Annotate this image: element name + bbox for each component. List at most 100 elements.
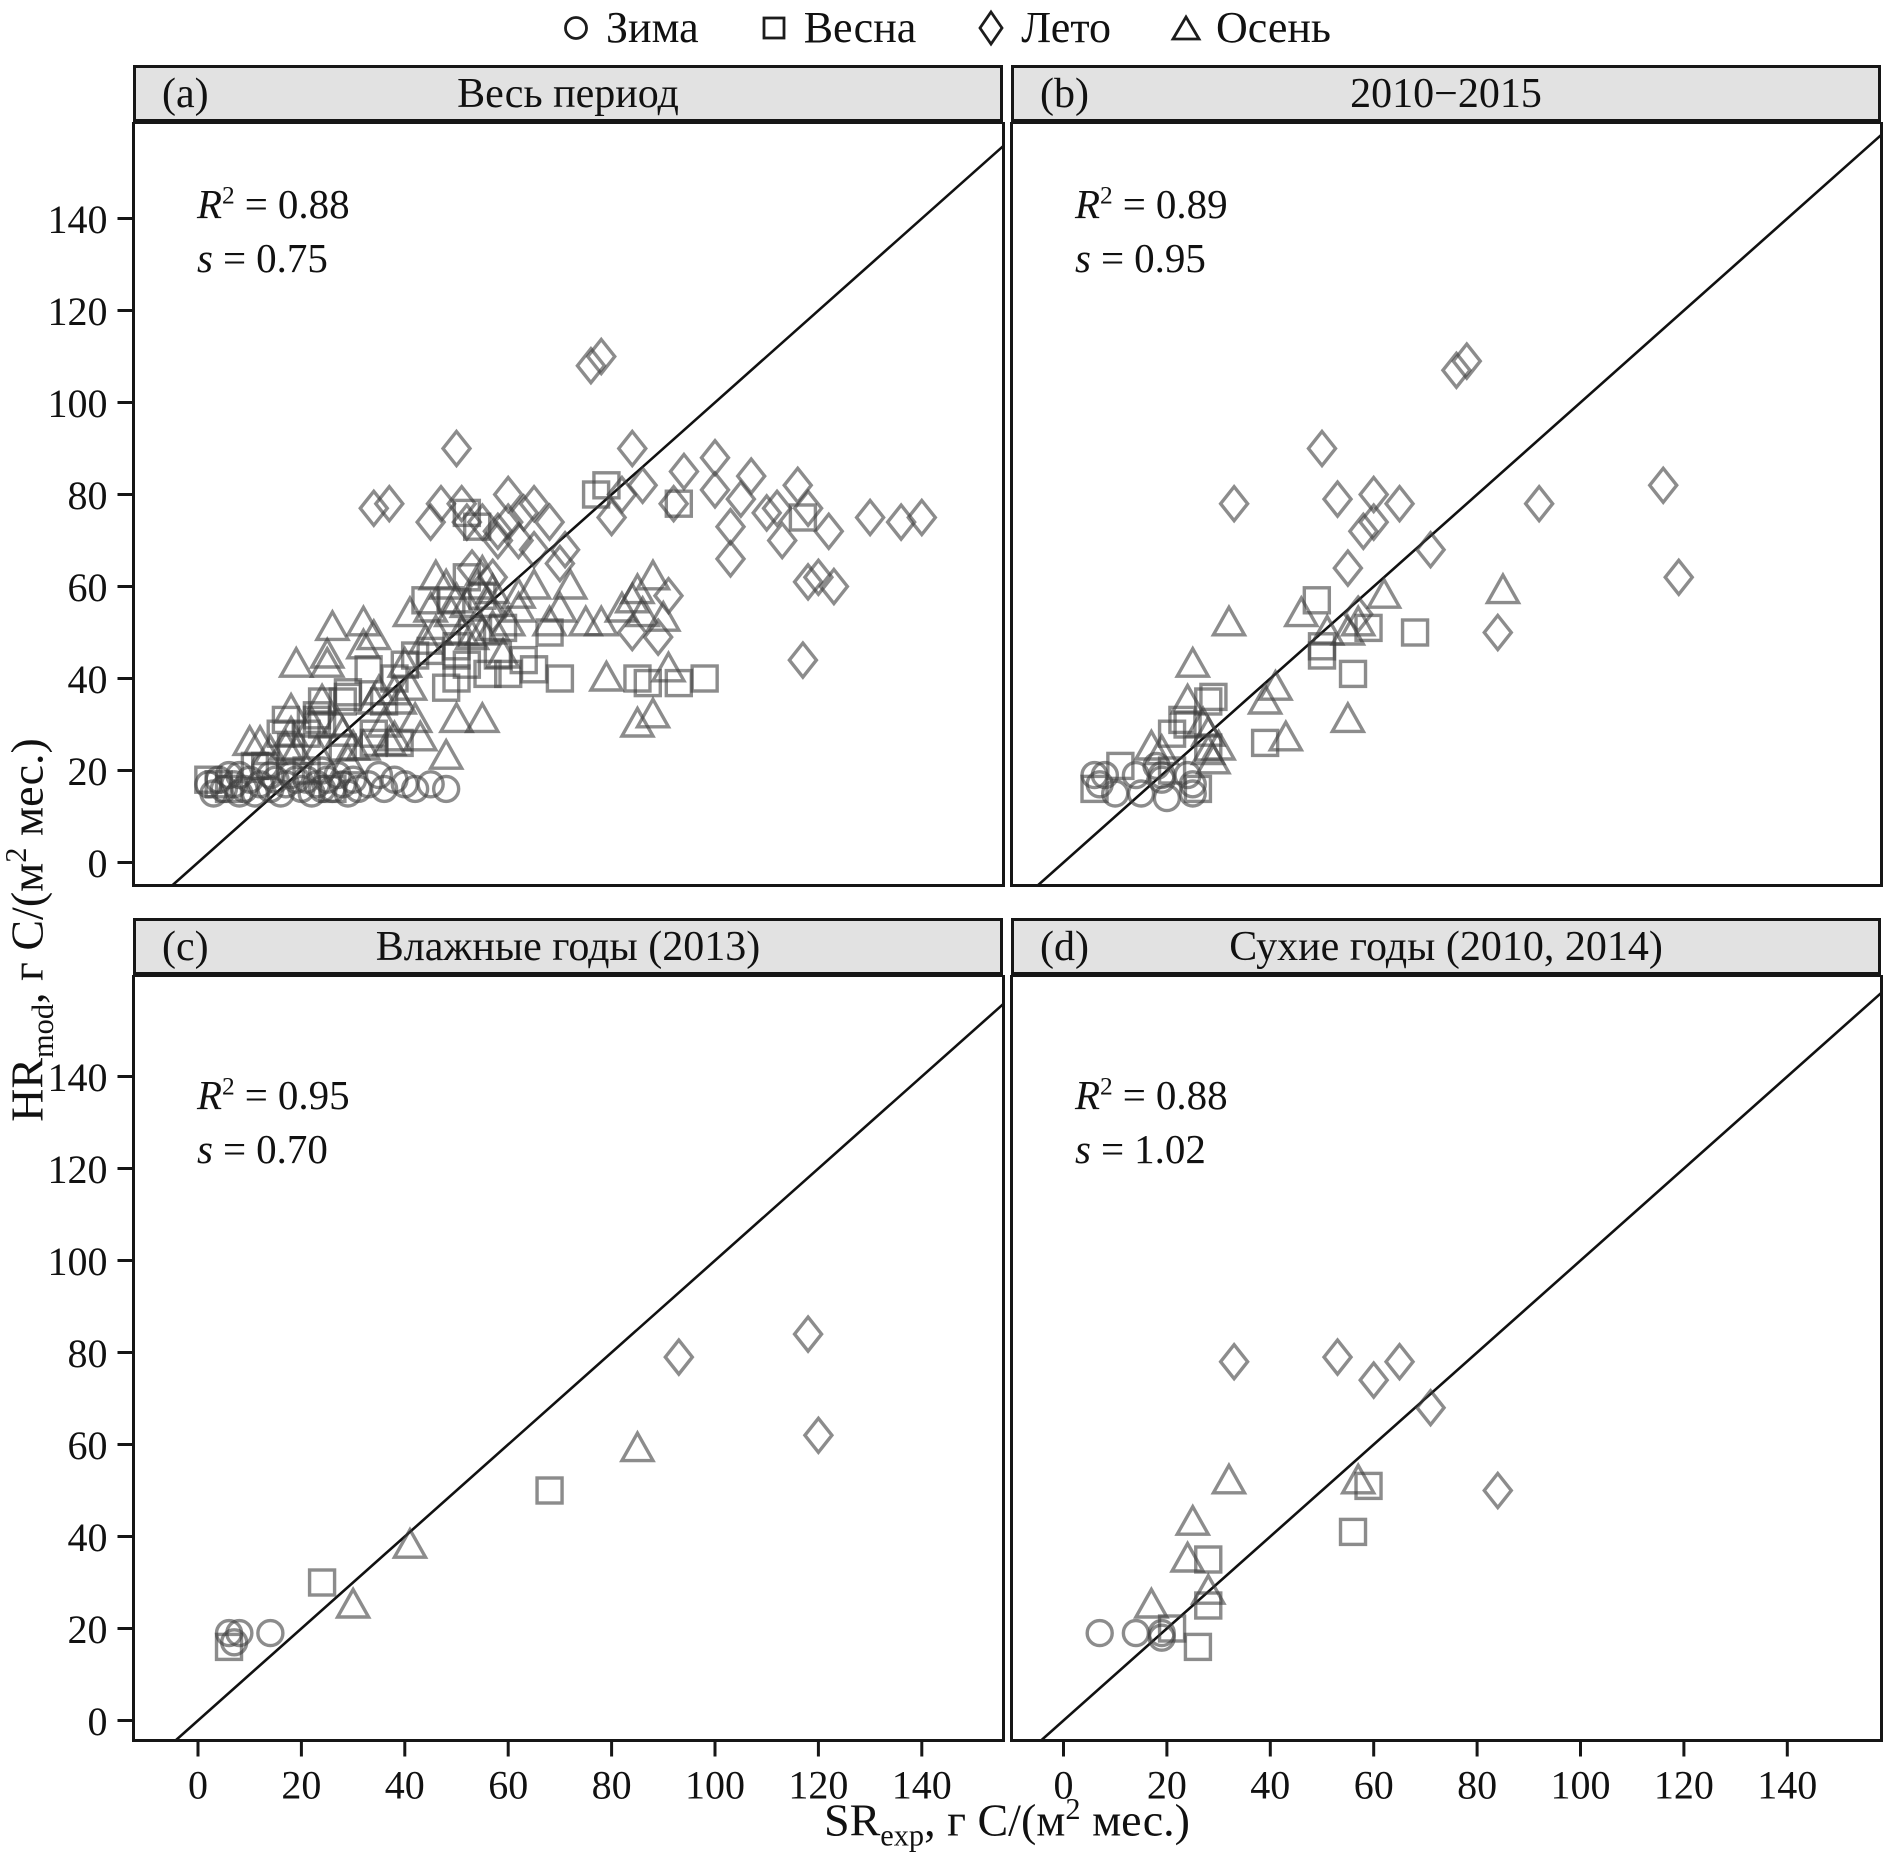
s-stat: s = 0.95 (1075, 235, 1206, 282)
point-summer (549, 529, 581, 570)
point-spring (545, 664, 575, 693)
x-tick-label: 0 (188, 1763, 208, 1808)
legend-item-summer: Лето (974, 2, 1111, 53)
point-spring (1338, 659, 1368, 689)
y-tick-label: 80 (68, 473, 108, 518)
point-summer (358, 488, 390, 529)
s-stat: s = 0.70 (197, 1126, 328, 1173)
point-autumn (634, 557, 672, 591)
point-summer (1383, 1341, 1416, 1382)
point-spring (1157, 1614, 1187, 1643)
point-autumn (443, 613, 481, 646)
y-tick-label: 100 (48, 1239, 108, 1284)
point-summer (616, 428, 648, 469)
x-tick-label: 120 (788, 1763, 848, 1808)
point-spring (1183, 1632, 1213, 1662)
s-stat: s = 0.75 (197, 235, 328, 282)
point-summer (802, 1415, 835, 1456)
point-spring (535, 1476, 564, 1505)
point-summer (782, 465, 814, 506)
point-summer (792, 1314, 824, 1354)
point-autumn (541, 590, 579, 623)
point-autumn (345, 728, 382, 761)
r2-stat: R2 = 0.88 (1075, 1072, 1228, 1118)
point-summer (1383, 483, 1416, 524)
panel-d: (d) Сухие годы (2010, 2014) R2 = 0.88 s = 1.… (1003, 918, 1887, 1820)
point-summer (492, 474, 524, 515)
point-autumn (603, 590, 641, 623)
point-autumn (650, 649, 687, 683)
panel-c-header: (c) Влажные годы (2013) (133, 918, 1003, 975)
panel-title: 2010−2015 (1350, 70, 1542, 117)
point-autumn (386, 645, 424, 678)
point-summer (1440, 350, 1473, 391)
point-summer (802, 557, 835, 598)
y-tick-label: 40 (68, 1515, 108, 1560)
x-tick-label: 140 (892, 1763, 952, 1808)
point-spring (307, 1568, 337, 1597)
point-winter (364, 760, 394, 790)
point-summer (1414, 1387, 1447, 1428)
point-autumn (1189, 1572, 1227, 1605)
point-autumn (298, 732, 336, 766)
point-spring (581, 480, 611, 509)
diamond-marker-icon (978, 9, 1004, 46)
point-autumn (1174, 645, 1212, 678)
point-autumn (391, 1526, 429, 1559)
one-to-one-line (170, 144, 1004, 886)
point-spring (1183, 774, 1213, 804)
point-summer (477, 557, 509, 598)
point-autumn (1339, 1461, 1377, 1495)
point-summer (1358, 502, 1390, 542)
point-summer (761, 488, 793, 529)
legend-label-autumn: Осень (1215, 3, 1331, 52)
point-autumn (619, 705, 656, 738)
one-to-one-line (173, 1002, 1004, 1741)
point-autumn (412, 590, 450, 623)
y-tick-label: 140 (48, 197, 108, 242)
point-winter (1178, 779, 1207, 808)
x-tick-label: 0 (1054, 1763, 1074, 1808)
panel-b-header: (b) 2010−2015 (1011, 65, 1881, 122)
point-summer (575, 345, 607, 386)
point-summer (445, 483, 478, 524)
point-summer (1663, 557, 1695, 598)
point-autumn (484, 636, 522, 669)
point-summer (451, 502, 483, 542)
r2-stat: R2 = 0.89 (1075, 181, 1228, 227)
point-autumn (474, 571, 512, 605)
y-tick-label: 60 (68, 1423, 108, 1468)
point-spring (1157, 756, 1187, 785)
point-summer (1347, 511, 1380, 552)
point-autumn (334, 1586, 372, 1619)
square-marker-icon (762, 16, 786, 39)
point-autumn (427, 567, 465, 600)
point-spring (1106, 751, 1135, 781)
point-autumn (1169, 1540, 1206, 1573)
stats-annotation-c: R2 = 0.95 s = 0.70 (197, 1068, 350, 1176)
point-spring (623, 664, 652, 693)
point-summer (1321, 479, 1354, 519)
point-summer (663, 1337, 695, 1377)
point-spring (1194, 1591, 1223, 1620)
y-tick-label: 140 (48, 1055, 108, 1100)
point-summer (699, 437, 731, 478)
point-spring (690, 664, 719, 693)
panel-d-header: (d) Сухие годы (2010, 2014) (1011, 918, 1881, 975)
x-axis-title: SRexp, г C/(м2 мес.) (824, 1792, 1190, 1853)
point-summer (1321, 1337, 1354, 1377)
one-to-one-line (1039, 990, 1882, 1741)
plot-frame (132, 122, 1005, 887)
point-autumn (624, 594, 662, 628)
y-tick-label: 120 (48, 1147, 108, 1192)
plot-frame (132, 975, 1005, 1742)
scatter-plot-c: 0 0 20 20 40 40 60 60 80 80 100 100 120 120 140 140 (48, 975, 1005, 1808)
point-summer (813, 511, 845, 552)
point-autumn (355, 617, 393, 651)
point-spring (204, 770, 233, 799)
panel-tag: (d) (1040, 923, 1089, 970)
point-summer (466, 502, 499, 542)
point-summer (1647, 465, 1679, 506)
point-autumn (251, 732, 289, 766)
